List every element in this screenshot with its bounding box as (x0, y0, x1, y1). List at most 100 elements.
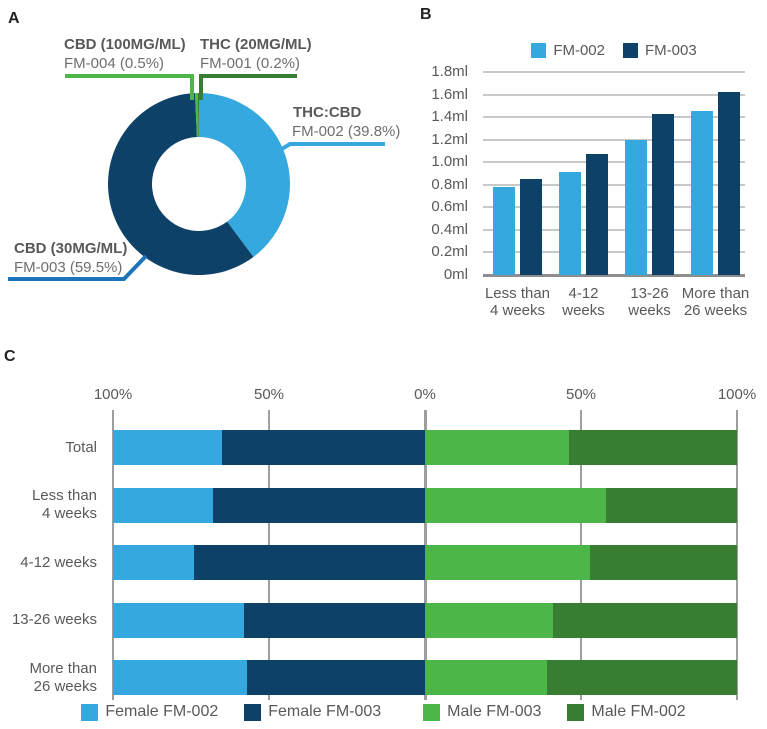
bar-fm-003-group4 (718, 92, 740, 275)
segment-female-fm-003-row5 (247, 660, 425, 695)
legend-item-male-fm-003: Male FM-003 (423, 703, 541, 721)
y-tick-label-0ml: 0ml (443, 266, 468, 283)
legend-label-male-fm-003: Male FM-003 (447, 703, 542, 720)
bar-group-4 (691, 92, 740, 275)
bars-layer (483, 72, 745, 275)
donut-slice-fm-001 (197, 93, 199, 138)
gridline-1.2ml (483, 138, 745, 141)
callout-line-fm-003 (8, 254, 148, 281)
legend-label-female-fm-002: Female FM-002 (105, 703, 219, 720)
legend-swatch-female-fm-002 (81, 703, 99, 721)
segment-male-fm-002-row1 (568, 430, 737, 465)
legend-swatch-male-fm-003 (423, 703, 441, 721)
slice-label-fm-001: THC (20MG/ML) (200, 36, 312, 53)
segment-female-fm-002-row1 (113, 430, 223, 465)
segment-male-fm-003-row2 (425, 487, 606, 523)
stacked-bar-row-1: Total (65, 430, 737, 465)
bar-group-3 (625, 113, 674, 275)
x-category-label-2: 4-12 weeks (562, 285, 605, 319)
y-tick-label-1.2ml: 1.2ml (431, 130, 468, 148)
bar-fm-002-group1 (493, 187, 515, 275)
panel-a-donut-chart: A CBD (100MG/ML) FM-004 (0.5%) THC (20MG… (0, 0, 420, 340)
bar-fm-003-group2 (586, 154, 608, 275)
legend-swatch-fm-002 (531, 43, 547, 58)
bar-fm-002-group2 (559, 172, 581, 275)
callout-line-fm-004 (65, 74, 194, 100)
bar-fm-003-group3 (652, 113, 674, 275)
legend-item-female-fm-002: Female FM-002 (81, 703, 218, 721)
legend-label-male-fm-002: Male FM-002 (591, 703, 686, 720)
callout-line-fm-002 (275, 142, 385, 154)
row-category-label-5: More than 26 weeks (29, 659, 97, 695)
stacked-bar-row-2: Less than 4 weeks (32, 487, 737, 523)
gridline-0.4ml (483, 228, 745, 231)
x-category-label-4: More than 26 weeks (681, 285, 750, 319)
segment-male-fm-003-row4 (425, 602, 553, 638)
gridline-0ml (483, 274, 745, 277)
row-category-label-1: Total (65, 438, 97, 456)
segment-female-fm-002-row4 (113, 602, 245, 638)
segment-male-fm-002-row2 (605, 487, 737, 523)
stacked-bar-row-5: More than 26 weeks (29, 660, 737, 695)
y-tick-label-0.4ml: 0.4ml (431, 220, 468, 238)
legend-label-female-fm-003: Female FM-003 (268, 703, 382, 720)
panel-b-legend: FM-002 FM-003 (483, 42, 745, 59)
segment-male-fm-002-row5 (546, 660, 737, 695)
panel-c-diverging-bar-chart: C 100% 50% 0% 50% 100% Total Less than 4 weeks… (0, 348, 767, 729)
slice-label-fm-004: CBD (100MG/ML) (64, 36, 186, 53)
gridline-4 (736, 410, 738, 700)
callout-line-fm-001 (199, 74, 297, 100)
y-tick-label-0.8ml: 0.8ml (431, 175, 468, 193)
segment-male-fm-003-row3 (425, 545, 591, 580)
segment-female-fm-003-row3 (194, 545, 425, 580)
panel-b-plot-area (483, 71, 745, 277)
y-tick-label-0.6ml: 0.6ml (431, 198, 468, 216)
segment-female-fm-002-row2 (113, 487, 213, 523)
x-category-label-3: 13-26 weeks (628, 285, 671, 319)
stacked-bar-row-4: 13-26 weeks (12, 602, 737, 638)
segment-female-fm-003-row4 (244, 602, 425, 638)
gridline-1.0ml (483, 161, 745, 164)
bar-fm-002-group4 (691, 111, 713, 275)
x-tick-label-1: 50% (253, 386, 285, 403)
bar-fm-003-group1 (520, 179, 542, 275)
panel-b-bar-chart: B FM-002 FM-003 1.8ml 1.6ml 1.4ml 1.2ml 1.0m… (420, 0, 767, 345)
legend-label-fm-002: FM-002 (553, 42, 605, 59)
legend-label-fm-003: FM-003 (645, 42, 697, 59)
gridline-1.6ml (483, 93, 745, 96)
panel-b-letter: B (420, 6, 432, 23)
slice-sublabel-fm-001: FM-001 (0.2%) (200, 55, 301, 72)
legend-swatch-female-fm-003 (244, 703, 262, 721)
donut-chart-svg (8, 74, 385, 281)
gridline-0.2ml (483, 251, 745, 254)
x-tick-label-3: 50% (565, 386, 597, 403)
donut-slice-fm-004 (194, 93, 199, 138)
y-tick-label-1.0ml: 1.0ml (431, 153, 468, 171)
y-tick-label-1.6ml: 1.6ml (431, 85, 468, 103)
stacked-bar-row-3: 4-12 weeks (20, 545, 737, 580)
panel-a-letter: A (8, 10, 20, 27)
y-tick-label-0.2ml: 0.2ml (431, 243, 468, 261)
panel-c-legend: Female FM-002 Female FM-003 Male FM-003 … (0, 703, 767, 721)
segment-female-fm-003-row1 (222, 430, 425, 465)
segment-male-fm-003-row1 (425, 430, 569, 465)
x-category-label-1: Less than 4 weeks (484, 285, 551, 319)
bar-group-1 (493, 179, 542, 275)
segment-male-fm-003-row5 (425, 660, 547, 695)
slice-sublabel-fm-003: FM-003 (59.5%) (14, 259, 123, 276)
slice-label-fm-003: CBD (30MG/ML) (14, 240, 128, 257)
slice-sublabel-fm-002: FM-002 (39.8%) (292, 123, 401, 140)
panel-c-plot-area: 100% 50% 0% 50% 100% Total Less than 4 weeks 4-… (12, 348, 756, 729)
bar-fm-002-group3 (625, 139, 647, 275)
bar-group-2 (559, 154, 608, 275)
y-tick-label-1.4ml: 1.4ml (431, 108, 468, 126)
legend-item-male-fm-002: Male FM-002 (567, 703, 686, 721)
x-tick-label-2: 0% (414, 386, 436, 403)
segment-female-fm-003-row2 (212, 487, 425, 523)
segment-female-fm-002-row5 (113, 660, 248, 695)
donut-slice-fm-003 (107, 93, 254, 276)
gridline-0.8ml (483, 183, 745, 186)
slice-sublabel-fm-004: FM-004 (0.5%) (64, 55, 165, 72)
x-tick-label-4: 100% (717, 386, 757, 403)
